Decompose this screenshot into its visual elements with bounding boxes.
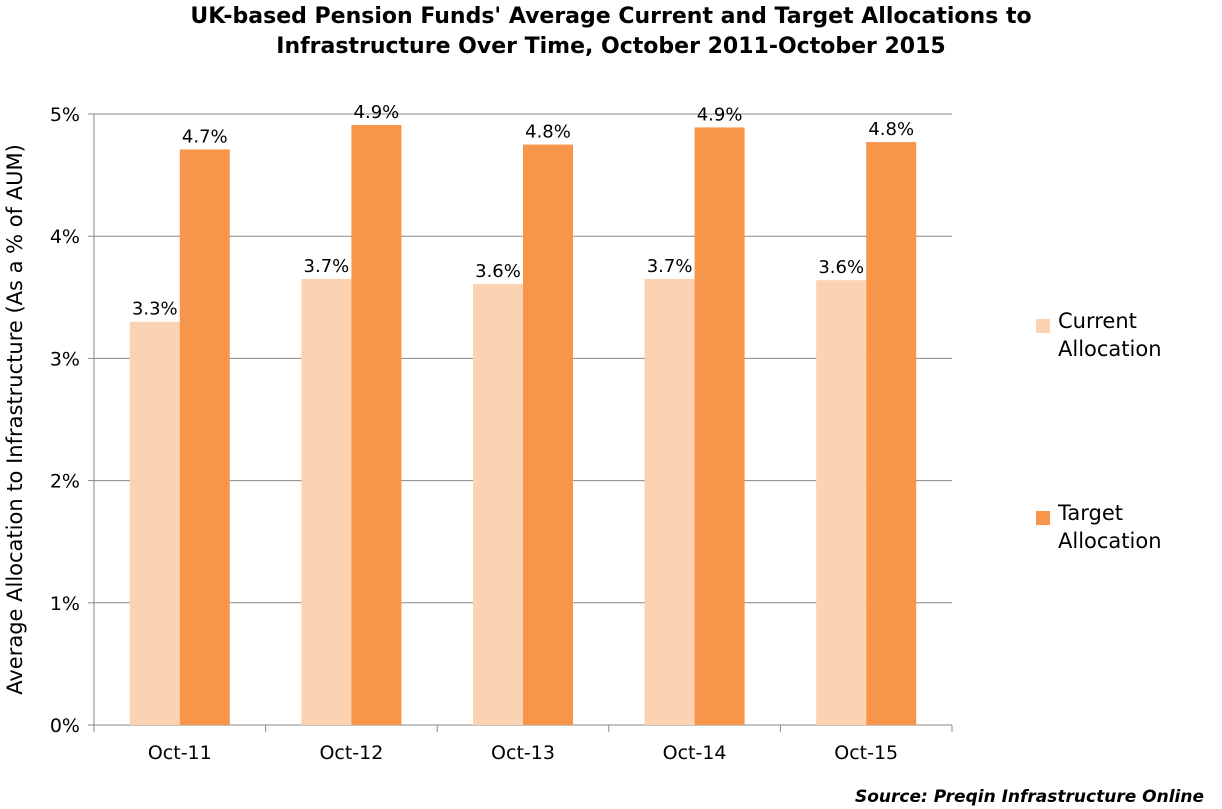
bar-target [179, 149, 230, 726]
data-label: 3.6% [818, 257, 864, 278]
data-label: 4.8% [868, 119, 914, 140]
y-tick-label: 4% [50, 226, 80, 248]
data-label: 3.3% [132, 299, 178, 320]
data-label: 4.9% [354, 102, 400, 123]
x-tick-label: Oct-12 [319, 742, 383, 764]
y-tick-label: 2% [50, 471, 80, 493]
x-tick-label: Oct-11 [148, 742, 212, 764]
data-label: 3.7% [647, 256, 693, 277]
source-note: Source: Preqin Infrastructure Online [855, 787, 1204, 807]
bar-current [816, 280, 867, 725]
legend-label-current: Current Allocation [1058, 309, 1162, 361]
data-label: 3.6% [475, 261, 521, 282]
bar-target [351, 124, 402, 726]
bar-current [473, 283, 523, 725]
y-tick-label: 0% [50, 715, 80, 737]
y-tick-label: 3% [50, 348, 80, 370]
chart-title: UK-based Pension Funds' Average Current … [0, 2, 1222, 62]
bar-target [523, 144, 573, 726]
legend-swatch-current [1036, 319, 1050, 333]
y-tick-label: 5% [50, 104, 80, 126]
data-label: 3.7% [304, 256, 350, 277]
y-axis-label: Average Allocation to Infrastructure (As… [3, 144, 27, 695]
y-tick-label: 1% [50, 593, 80, 615]
bar-target [866, 142, 917, 725]
bar-current [129, 321, 180, 725]
x-tick-label: Oct-14 [663, 742, 727, 764]
legend-label-target: Target Allocation [1058, 501, 1162, 553]
bar-current [644, 278, 695, 725]
chart-title-line-2: Infrastructure Over Time, October 2011-O… [276, 34, 946, 59]
x-tick-label: Oct-13 [491, 742, 555, 764]
legend-swatch-target [1036, 511, 1050, 525]
data-label: 4.7% [182, 126, 228, 147]
data-label: 4.8% [525, 122, 571, 143]
bar-target [694, 127, 745, 725]
bar-current [301, 278, 352, 725]
data-label: 4.9% [697, 104, 743, 125]
x-tick-label: Oct-15 [834, 742, 898, 764]
chart-title-line-1: UK-based Pension Funds' Average Current … [190, 4, 1032, 29]
